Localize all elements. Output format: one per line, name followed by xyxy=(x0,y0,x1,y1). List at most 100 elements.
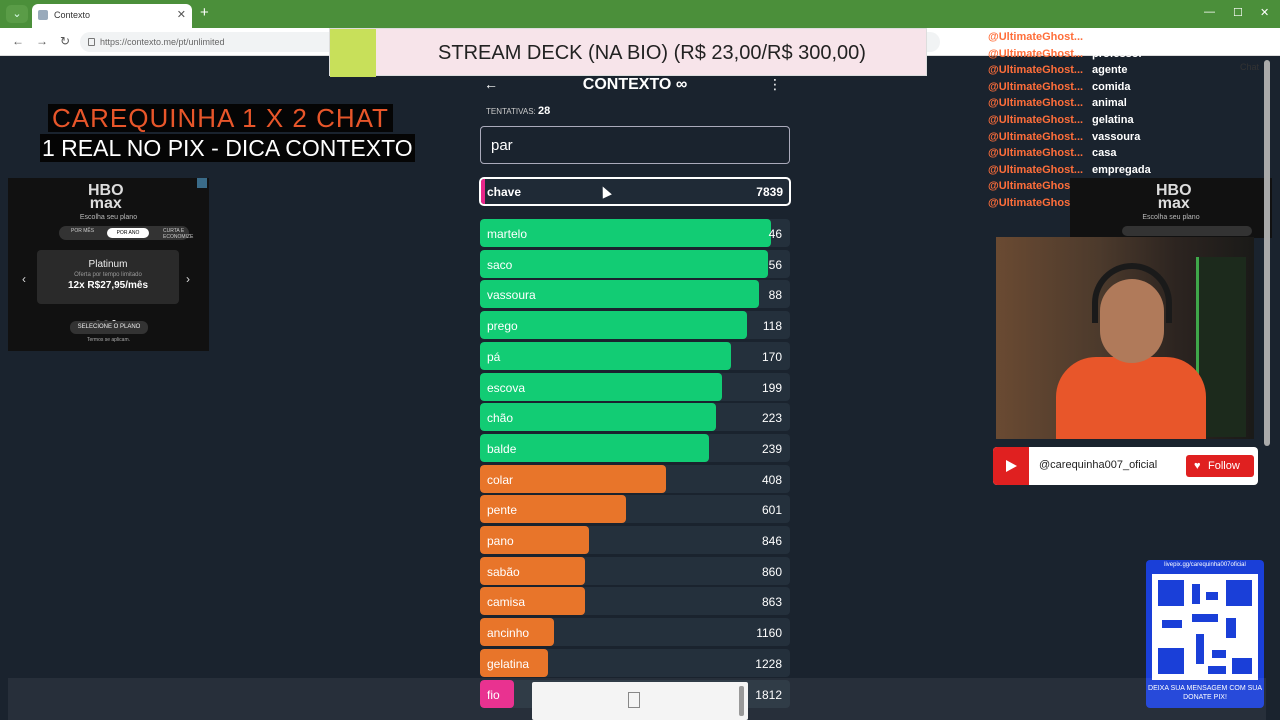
tab-title: Contexto xyxy=(54,10,91,20)
guess-word: pá xyxy=(487,349,501,364)
window-close-icon[interactable]: ✕ xyxy=(1260,7,1270,19)
guess-row: camisa 863 xyxy=(480,587,790,616)
guess-word: colar xyxy=(487,472,514,487)
promo-subline: 1 REAL NO PIX - DICA CONTEXTO xyxy=(40,134,415,162)
hbo-max-logo-right: HBO max xyxy=(1156,182,1192,212)
ad-close-icon[interactable] xyxy=(197,178,207,188)
chat-text: academia xyxy=(1092,31,1143,43)
maximize-icon[interactable]: ☐ xyxy=(1233,7,1243,19)
new-tab-icon[interactable]: + xyxy=(200,4,209,21)
chat-username[interactable]: @UltimateGhost... xyxy=(988,47,1084,60)
chat-username[interactable]: @UltimateGhost... xyxy=(988,163,1084,176)
chat-message: @UltimateGhost... gelatina xyxy=(988,114,1268,131)
advertisement-right[interactable]: HBO max Escolha seu plano xyxy=(1070,178,1272,238)
advertisement[interactable]: HBO max Escolha seu plano POR MÊS POR ANO… xyxy=(8,178,209,351)
chat-username[interactable]: @UltimateGhost... xyxy=(988,97,1084,110)
url-text: https://contexto.me/pt/unlimited xyxy=(100,37,225,47)
forward-icon[interactable]: → xyxy=(36,34,48,48)
last-guess-row: chave 7839 xyxy=(479,177,791,206)
guess-rank: 223 xyxy=(761,411,782,426)
kebab-menu-icon[interactable]: ⋮ xyxy=(768,76,782,92)
toggle-monthly[interactable]: POR MÊS xyxy=(71,228,95,234)
chat-username[interactable]: @UltimateGhost... xyxy=(988,180,1084,193)
hbo-max-logo: HBO max xyxy=(88,182,124,212)
guess-word: escova xyxy=(487,380,526,395)
guess-word: pano xyxy=(487,534,514,548)
tab-search-button[interactable]: ⌄ xyxy=(6,5,28,23)
guess-word: ancinho xyxy=(487,626,530,641)
chat-message: @UltimateGhost... animal xyxy=(988,97,1268,114)
back-arrow-icon[interactable]: ← xyxy=(484,76,498,92)
toggle-save[interactable]: CURTA E ECONOMIZE xyxy=(163,228,194,240)
chat-username[interactable]: @UltimateGhost... xyxy=(988,196,1084,209)
chat-text: animal xyxy=(1092,97,1127,110)
guess-word: balde xyxy=(487,441,517,456)
channel-handle: @carequinha007_oficial xyxy=(1039,459,1158,471)
plan-period-toggle-right[interactable] xyxy=(1122,226,1252,236)
select-plan-button[interactable]: SELECIONE O PLANO xyxy=(70,321,148,334)
donation-goal-banner: STREAM DECK (NA BIO) (R$ 23,00/R$ 300,00… xyxy=(329,28,927,77)
plan-name: Platinum xyxy=(88,259,128,270)
guess-row: prego 118 xyxy=(480,311,790,340)
close-tab-icon[interactable]: ✕ xyxy=(176,9,186,21)
guess-row: saco 56 xyxy=(480,249,790,278)
guess-rank: 846 xyxy=(761,534,782,548)
promo-headline: CAREQUINHA 1 X 2 CHAT xyxy=(48,104,393,132)
chat-username[interactable]: @UltimateGhost... xyxy=(988,147,1084,160)
chat-text: comida xyxy=(1092,80,1131,93)
guess-proximity-bar xyxy=(480,464,666,493)
chat-username[interactable]: @UltimateGhost... xyxy=(988,113,1084,126)
plan-period-toggle[interactable]: POR MÊS POR ANO CURTA E ECONOMIZE xyxy=(59,226,193,240)
chat-username[interactable]: @UltimateGhost... xyxy=(988,130,1084,143)
plan-card[interactable]: Platinum Oferta por tempo limitado 12x R… xyxy=(37,250,179,304)
guess-input[interactable] xyxy=(480,126,790,164)
guess-row: pente 601 xyxy=(480,495,790,524)
pix-url: livepix.gg/carequinha007oficial xyxy=(1164,562,1246,568)
guess-proximity-bar xyxy=(480,341,731,370)
site-info-icon[interactable] xyxy=(88,38,95,46)
guess-rank: 1160 xyxy=(756,626,782,641)
follow-button[interactable]: ♥ Follow xyxy=(1186,455,1254,477)
chat-message: @UltimateGhost... academia xyxy=(988,31,1268,48)
guess-row: ancinho 1160 xyxy=(480,618,790,647)
guess-proximity-bar xyxy=(480,280,759,309)
guess-word: sabão xyxy=(487,564,520,579)
guess-rank: 863 xyxy=(761,595,782,610)
browser-tab[interactable]: Contexto ✕ xyxy=(32,4,192,28)
guess-row: martelo 46 xyxy=(480,219,790,247)
toggle-yearly[interactable]: POR ANO xyxy=(107,228,149,238)
chat-username[interactable]: @UltimateGhost... xyxy=(988,31,1084,43)
chat-button[interactable]: Chat xyxy=(1240,62,1260,72)
guess-rank: 170 xyxy=(761,349,782,364)
chat-username[interactable]: @UltimateGhost... xyxy=(988,80,1084,93)
page-scrollbar[interactable] xyxy=(1264,60,1270,446)
minimize-icon[interactable]: — xyxy=(1204,6,1215,18)
chat-text: agente xyxy=(1092,64,1128,77)
guess-proximity-bar xyxy=(480,311,747,340)
ad-choose-text-right: Escolha seu plano xyxy=(1142,214,1200,221)
guess-rank: 408 xyxy=(761,472,782,487)
follow-label: Follow xyxy=(1208,460,1240,472)
guess-word: martelo xyxy=(487,227,528,241)
guess-proximity-bar xyxy=(480,249,768,278)
chat-text: vassoura xyxy=(1092,130,1141,143)
webcam-feed xyxy=(996,237,1254,439)
popup-scrollbar[interactable] xyxy=(739,686,744,716)
last-guess-bar xyxy=(481,179,485,204)
guess-proximity-bar xyxy=(480,372,722,401)
back-icon[interactable]: ← xyxy=(12,34,24,48)
chat-username[interactable]: @UltimateGhost... xyxy=(988,64,1084,77)
guess-row: pá 170 xyxy=(480,341,790,370)
last-guess-rank: 7839 xyxy=(756,185,783,199)
reload-icon[interactable]: ↻ xyxy=(60,34,71,48)
chat-message: @UltimateGhost... empregada xyxy=(988,164,1268,181)
heart-icon: ♥ xyxy=(1194,460,1201,472)
chat-text: gelatina xyxy=(1092,113,1134,126)
ad-prev-icon[interactable]: ‹ xyxy=(22,272,26,286)
favicon-icon xyxy=(38,10,48,20)
guess-row: balde 239 xyxy=(480,433,790,462)
guess-proximity-bar xyxy=(480,219,771,247)
floating-popup[interactable] xyxy=(532,682,748,720)
guess-word: saco xyxy=(487,257,513,272)
ad-next-icon[interactable]: › xyxy=(186,272,190,286)
